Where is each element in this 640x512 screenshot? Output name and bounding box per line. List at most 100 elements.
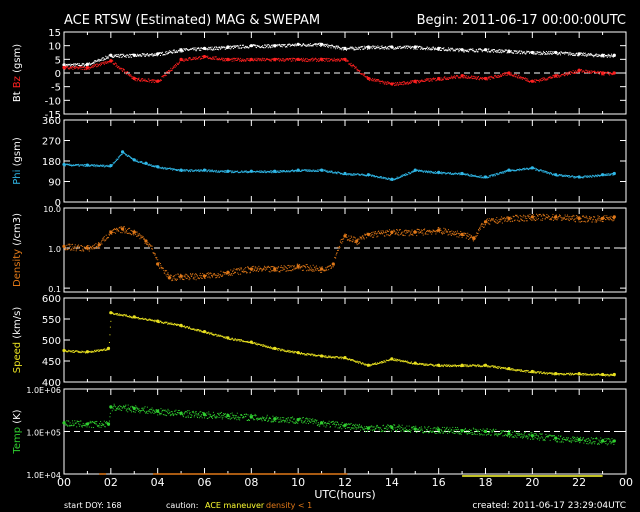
trace-dot [441,78,443,80]
trace-dot [229,274,231,276]
trace-dot [285,170,287,172]
trace-dot [523,169,525,171]
trace-dot [508,52,510,54]
trace-dot [319,58,321,60]
trace-dot [499,221,501,223]
trace-dot [115,63,117,65]
trace-dot [309,269,311,271]
trace-dot [336,45,338,47]
trace-dot [574,176,576,178]
trace-dot [358,243,360,245]
trace-dot [431,170,433,172]
trace-dot [308,267,310,269]
trace-dot [430,231,432,233]
trace-dot [550,217,552,219]
trace-dot [305,170,307,172]
trace-dot [415,231,417,233]
trace-dot [336,173,338,175]
trace-dot [227,274,229,276]
trace-dot [371,175,373,177]
trace-dot [308,43,310,45]
trace-dot [373,46,375,48]
trace-dot [292,43,294,45]
trace-dot [277,266,279,268]
trace-dot [113,56,115,58]
trace-dot [521,218,523,220]
trace-dot [69,243,71,245]
trace-dot [431,233,433,235]
trace-dot [166,276,168,278]
trace-dot [99,165,101,167]
trace-dot [317,268,319,270]
trace-dot [459,235,461,237]
trace-dot [322,43,324,45]
trace-dot [542,53,544,55]
trace-dot [200,276,202,278]
trace-dot [600,55,602,57]
trace-dot [589,71,591,73]
trace-dot [361,238,363,240]
trace-dot [448,233,450,235]
trace-dot [463,51,465,53]
trace-dot [537,214,539,216]
trace-dot [200,275,202,277]
trace-dot [286,268,288,270]
trace-dot [569,73,571,75]
trace-dot [271,270,273,272]
trace-dot [381,231,383,233]
trace-dot [546,79,548,81]
trace-dot [547,53,549,55]
trace-dot [153,165,155,167]
trace-dot [299,60,301,62]
trace-dot [590,54,592,56]
trace-dot [606,174,608,176]
trace-dot [592,219,594,221]
trace-dot [300,58,302,60]
trace-dot [330,45,332,47]
trace-dot [443,227,445,229]
trace-dot [327,265,329,267]
trace-dot [575,215,577,217]
trace-dot [347,174,349,176]
trace-dot [321,271,323,273]
trace-dot [539,213,541,215]
trace-dot [409,83,411,85]
trace-dot [322,58,324,60]
trace-dot [151,248,153,250]
trace-dot [527,215,529,217]
trace-dot [262,57,264,59]
trace-dot [200,170,202,172]
trace-dot [486,48,488,50]
trace-dot [498,221,500,223]
trace-dot [564,52,566,54]
trace-dot [385,232,387,234]
trace-dot [571,53,573,55]
trace-dot [589,176,591,178]
trace-dot [192,273,194,275]
y-tick-label: 90 [48,178,61,189]
trace-dot [424,80,426,82]
trace-dot [366,237,368,239]
trace-dot [315,43,317,45]
trace-dot [426,78,428,80]
trace-dot [312,270,314,272]
trace-dot [118,156,120,158]
trace-dot [117,53,119,55]
trace-dot [489,176,491,178]
trace-dot [596,53,598,55]
trace-dot [94,247,96,249]
trace-dot [224,60,226,62]
trace-dot [462,74,464,76]
trace-dot [450,47,452,49]
trace-dot [303,43,305,45]
trace-dot [111,56,113,58]
trace-dot [371,48,373,50]
trace-dot [286,58,288,60]
trace-dot [403,174,405,176]
trace-dot [398,83,400,85]
trace-dot [539,54,541,56]
trace-dot [236,171,238,173]
trace-dot [176,169,178,171]
trace-dot [490,220,492,222]
